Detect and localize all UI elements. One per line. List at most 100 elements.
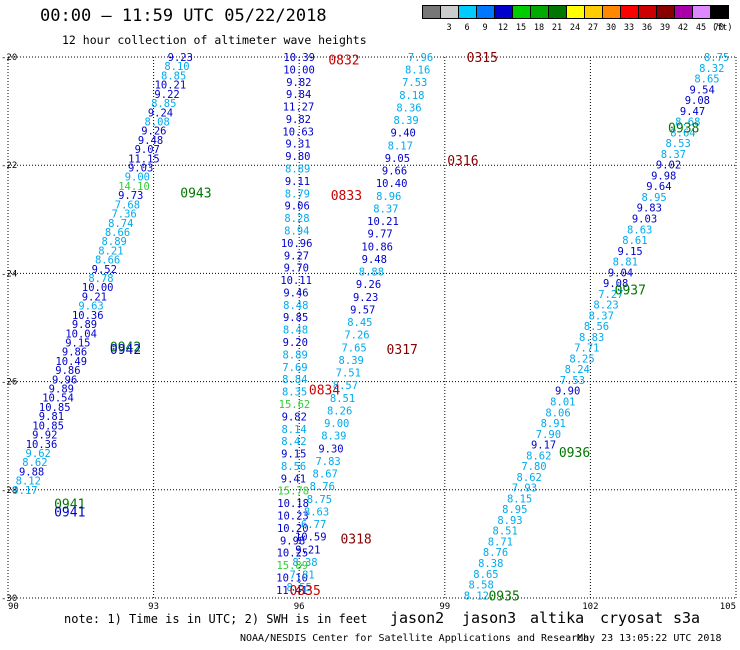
wave-height-point: 8.66 bbox=[95, 255, 120, 267]
wave-height-point: 9.20 bbox=[283, 337, 308, 349]
wave-height-point: 10.85 bbox=[39, 402, 71, 414]
wave-height-point: 8.94 bbox=[284, 225, 309, 237]
wave-height-point: 10.85 bbox=[32, 420, 64, 432]
wave-height-point: 7.53 bbox=[402, 77, 427, 89]
wave-height-point: 10.54 bbox=[42, 393, 74, 405]
wave-height-point: 8.95 bbox=[641, 192, 666, 204]
color-scale-label: 36 bbox=[641, 23, 653, 33]
wave-height-point: 10.25 bbox=[277, 548, 309, 560]
wave-height-point: 10.59 bbox=[295, 532, 327, 544]
color-scale-label: 9 bbox=[482, 23, 488, 33]
wave-height-point: 10.23 bbox=[277, 511, 309, 523]
wave-height-point: 8.71 bbox=[488, 536, 513, 548]
wave-height-point: 9.89 bbox=[49, 384, 74, 396]
credit-text: NOAA/NESDIS Center for Satellite Applica… bbox=[240, 633, 590, 644]
wave-height-point: 8.62 bbox=[526, 450, 551, 462]
wave-height-point: 8.38 bbox=[292, 557, 317, 569]
wave-height-point: 8.16 bbox=[405, 65, 430, 77]
wave-height-point: 8.79 bbox=[285, 188, 310, 200]
wave-height-point: 9.81 bbox=[39, 411, 64, 423]
pass-time-label: 0938 bbox=[668, 121, 699, 136]
wave-height-point: 8.65 bbox=[694, 74, 719, 86]
wave-height-point: 9.08 bbox=[685, 95, 710, 107]
wave-height-point: 15.78 bbox=[277, 486, 309, 498]
wave-height-point: 8.62 bbox=[517, 472, 542, 484]
wave-height-point: 9.31 bbox=[285, 139, 310, 151]
wave-height-point: 9.84 bbox=[286, 89, 311, 101]
color-scale-label: 39 bbox=[659, 23, 671, 33]
wave-height-point: 8.89 bbox=[285, 164, 310, 176]
pass-time-labels: 0832 0833 0834 0835 0315 0316 0317 0318 0938 0937… bbox=[54, 51, 699, 604]
wave-height-point: 8.12 bbox=[16, 476, 41, 488]
wave-height-point: 8.45 bbox=[347, 317, 372, 329]
wave-height-point: 9.00 bbox=[324, 418, 349, 430]
pass-time-label: 0318 bbox=[340, 532, 371, 547]
wave-height-point: 9.64 bbox=[646, 181, 671, 193]
pass-time-label: 0936 bbox=[559, 446, 590, 461]
wave-height-point: 10.36 bbox=[72, 310, 104, 322]
wave-height-point: 14.10 bbox=[118, 181, 150, 193]
wave-height-point: 8.76 bbox=[483, 547, 508, 559]
wave-height-point: 7.27 bbox=[598, 289, 623, 301]
wave-height-point: 9.08 bbox=[603, 278, 628, 290]
wave-height-point: 9.98 bbox=[651, 170, 676, 182]
chart-subtitle: 12 hour collection of altimeter wave hei… bbox=[62, 33, 367, 47]
wave-height-point: 10.00 bbox=[283, 64, 315, 76]
wave-height-point: 9.24 bbox=[148, 107, 173, 119]
wave-height-point: 8.91 bbox=[541, 418, 566, 430]
wave-height-point: 9.63 bbox=[78, 301, 103, 313]
wave-height-point: 7.96 bbox=[408, 52, 433, 64]
wave-height-point: 9.21 bbox=[295, 544, 320, 556]
x-tick-label: 102 bbox=[582, 602, 598, 610]
wave-height-point: 9.00 bbox=[125, 172, 150, 184]
wave-height-point: 8.35 bbox=[282, 387, 307, 399]
color-scale-label: 45 bbox=[695, 23, 707, 33]
wave-height-point: 7.90 bbox=[536, 429, 561, 441]
wave-height-point: 8.01 bbox=[550, 397, 575, 409]
wave-height-point: 8.58 bbox=[469, 580, 494, 592]
wave-height-point: 8.25 bbox=[569, 353, 594, 365]
wave-height-point: 8.84 bbox=[282, 374, 307, 386]
color-scale-unit: (ft) bbox=[712, 23, 733, 33]
pass-time-label: 0834 bbox=[309, 384, 340, 399]
wave-height-point: 9.89 bbox=[72, 319, 97, 331]
wave-height-point: 9.27 bbox=[284, 250, 309, 262]
wave-height-point: 7.53 bbox=[560, 375, 585, 387]
wave-height-point: 9.48 bbox=[362, 254, 387, 266]
wave-height-point: 9.77 bbox=[367, 229, 392, 241]
wave-height-point: 9.52 bbox=[92, 264, 117, 276]
wave-height-point: 8.95 bbox=[502, 504, 527, 516]
y-tick-label: -28 bbox=[1, 486, 17, 496]
wave-height-point: 8.64 bbox=[670, 127, 695, 139]
wave-height-point: 8.37 bbox=[589, 310, 614, 322]
series-jason3: 10.3910.009.829.8411.279.8210.639.319.80… bbox=[276, 52, 315, 597]
grid-lines bbox=[7, 56, 737, 599]
color-scale-label: 30 bbox=[605, 23, 617, 33]
wave-height-point: 8.67 bbox=[313, 469, 338, 481]
wave-height-point: 9.03 bbox=[632, 213, 657, 225]
color-scale-label: 42 bbox=[677, 23, 689, 33]
wave-height-point: 11.27 bbox=[283, 102, 315, 114]
wave-height-point: 8.76 bbox=[310, 481, 335, 493]
wave-height-point: 9.48 bbox=[138, 135, 163, 147]
wave-height-point: 8.06 bbox=[545, 407, 570, 419]
legend-cryosat: cryosat bbox=[600, 609, 664, 627]
y-tick-label: -26 bbox=[1, 378, 17, 388]
timestamp-text: May 23 13:05:22 UTC 2018 bbox=[577, 633, 722, 644]
wave-height-point: 9.15 bbox=[65, 337, 90, 349]
wave-height-point: 7.71 bbox=[574, 343, 599, 355]
wave-height-point: 9.80 bbox=[285, 151, 310, 163]
pass-time-label: 0315 bbox=[467, 51, 498, 66]
wave-height-point: 8.89 bbox=[102, 236, 127, 248]
pass-time-label: 0937 bbox=[615, 284, 646, 299]
wave-height-point: 9.54 bbox=[690, 84, 715, 96]
wave-height-point: 8.37 bbox=[661, 149, 686, 161]
wave-height-point: 10.86 bbox=[361, 241, 393, 253]
wave-height-point: 8.83 bbox=[579, 332, 604, 344]
wave-height-point: 8.18 bbox=[399, 90, 424, 102]
pass-time-label: 0832 bbox=[328, 54, 359, 69]
wave-height-point: 8.21 bbox=[98, 245, 123, 257]
wave-height-point: 7.69 bbox=[282, 362, 307, 374]
